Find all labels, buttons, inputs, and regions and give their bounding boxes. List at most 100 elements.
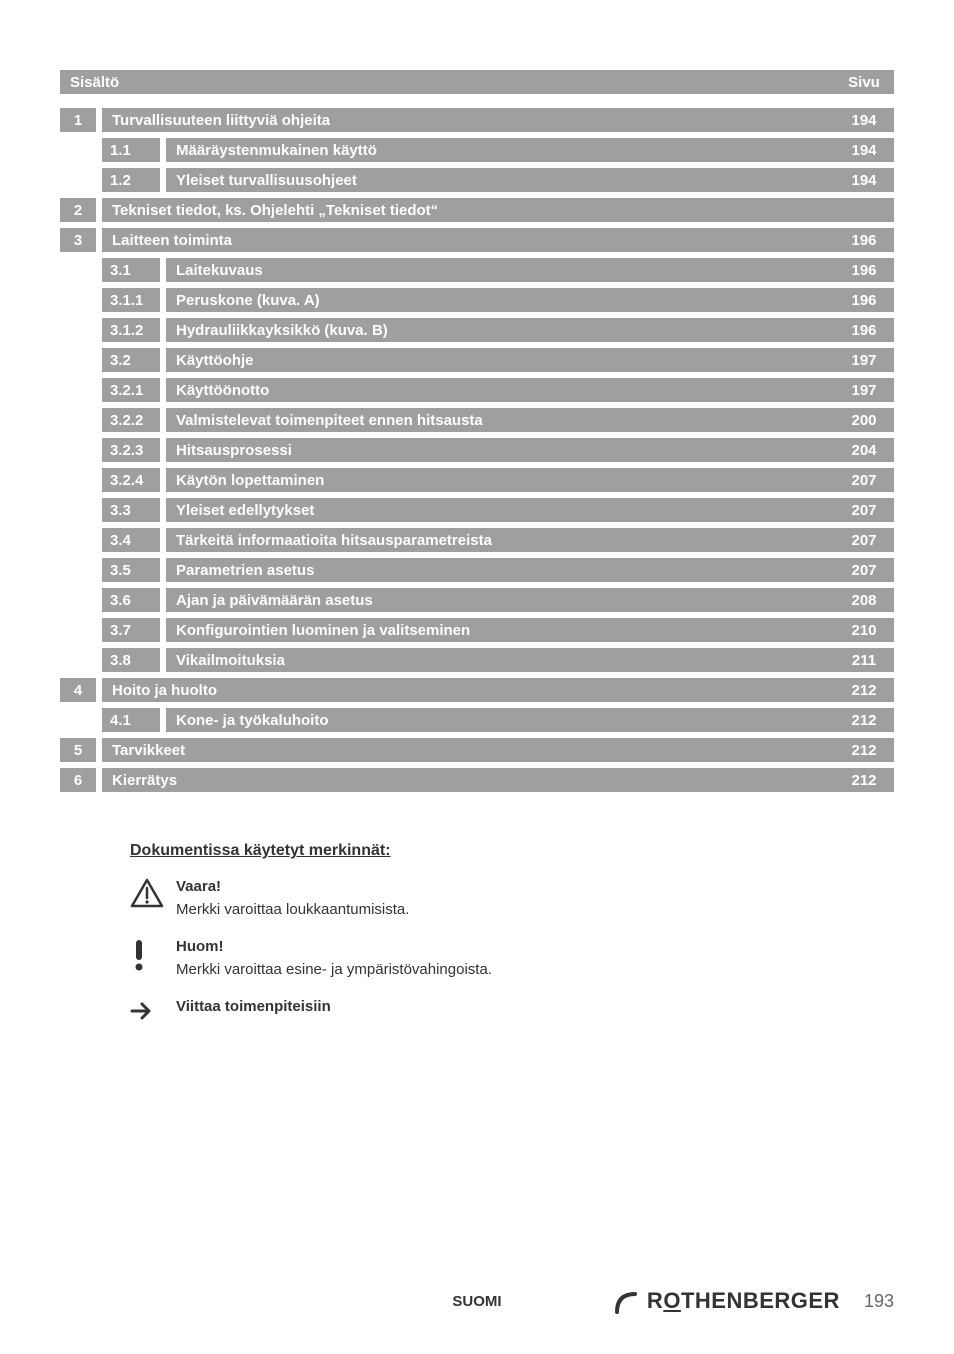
toc-subsection-title: Valmistelevat toimenpiteet ennen hitsaus… — [166, 408, 834, 432]
toc-page-number: 212 — [834, 768, 894, 792]
toc-section-title: Turvallisuuteen liittyviä ohjeita — [102, 108, 834, 132]
toc-subsection-title: Hydrauliikkayksikkö (kuva. B) — [166, 318, 834, 342]
toc-page-number: 204 — [834, 438, 894, 462]
toc-row: 1Turvallisuuteen liittyviä ohjeita194 — [60, 108, 894, 132]
toc-page-number: 196 — [834, 318, 894, 342]
toc-row: 2Tekniset tiedot, ks. Ohjelehti „Teknise… — [60, 198, 894, 222]
legend-item-desc: Merkki varoittaa esine- ja ympäristövahi… — [176, 961, 492, 978]
toc-subsection-number: 3.5 — [102, 558, 160, 582]
toc-subsection-number: 3.4 — [102, 528, 160, 552]
toc-page-number: 208 — [834, 588, 894, 612]
toc-subsection-title: Parametrien asetus — [166, 558, 834, 582]
toc-subsection-title: Kone- ja työkaluhoito — [166, 708, 834, 732]
legend-item-desc: Merkki varoittaa loukkaantumisista. — [176, 901, 409, 918]
toc-page-number: 194 — [834, 138, 894, 162]
toc-row: 3.6Ajan ja päivämäärän asetus208 — [60, 588, 894, 612]
toc-row: 5Tarvikkeet212 — [60, 738, 894, 762]
toc-page-number: 197 — [834, 378, 894, 402]
toc-section-title: Tekniset tiedot, ks. Ohjelehti „Tekniset… — [102, 198, 834, 222]
toc-page-number: 212 — [834, 708, 894, 732]
toc-section-number: 2 — [60, 198, 96, 222]
warning-icon — [130, 878, 176, 918]
toc-section-title: Kierrätys — [102, 768, 834, 792]
toc-row: 3Laitteen toiminta196 — [60, 228, 894, 252]
toc-subsection-title: Käytön lopettaminen — [166, 468, 834, 492]
toc-row: 3.2.2Valmistelevat toimenpiteet ennen hi… — [60, 408, 894, 432]
toc-row: 3.5Parametrien asetus207 — [60, 558, 894, 582]
toc-row: 3.2.1Käyttöönotto197 — [60, 378, 894, 402]
toc-subsection-number: 1.2 — [102, 168, 160, 192]
toc-page-number: 194 — [834, 108, 894, 132]
toc-subsection-title: Määräystenmukainen käyttö — [166, 138, 834, 162]
toc-page-number: 210 — [834, 618, 894, 642]
toc-header-left: Sisältö — [60, 74, 834, 91]
toc-subsection-number: 3.2.4 — [102, 468, 160, 492]
toc-row: 3.1Laitekuvaus196 — [60, 258, 894, 282]
toc-page-number: 194 — [834, 168, 894, 192]
toc-subsection-title: Käyttöönotto — [166, 378, 834, 402]
toc-section-title: Laitteen toiminta — [102, 228, 834, 252]
toc-subsection-number: 3.1.1 — [102, 288, 160, 312]
toc-subsection-title: Yleiset turvallisuusohjeet — [166, 168, 834, 192]
toc-container: 1Turvallisuuteen liittyviä ohjeita1941.1… — [60, 108, 894, 792]
toc-row: 3.2Käyttöohje197 — [60, 348, 894, 372]
page-footer: SUOMI ROTHENBERGER 193 — [0, 1288, 954, 1314]
toc-page-number: 207 — [834, 558, 894, 582]
arrow-right-icon — [130, 998, 176, 1026]
toc-subsection-title: Hitsausprosessi — [166, 438, 834, 462]
toc-row: 3.7Konfigurointien luominen ja valitsemi… — [60, 618, 894, 642]
footer-language: SUOMI — [452, 1293, 501, 1310]
toc-page-number: 212 — [834, 738, 894, 762]
toc-page-number: 207 — [834, 528, 894, 552]
toc-row: 3.1.1Peruskone (kuva. A)196 — [60, 288, 894, 312]
legend-item-title: Vaara! — [176, 878, 409, 895]
toc-subsection-number: 3.8 — [102, 648, 160, 672]
toc-subsection-title: Tärkeitä informaatioita hitsausparametre… — [166, 528, 834, 552]
toc-row: 6Kierrätys212 — [60, 768, 894, 792]
toc-row: 3.2.3Hitsausprosessi204 — [60, 438, 894, 462]
toc-subsection-title: Laitekuvaus — [166, 258, 834, 282]
toc-section-number: 1 — [60, 108, 96, 132]
toc-subsection-number: 3.1.2 — [102, 318, 160, 342]
toc-page-number — [834, 198, 894, 222]
legend-section: Dokumentissa käytetyt merkinnät: Vaara!M… — [60, 842, 894, 1026]
toc-section-number: 6 — [60, 768, 96, 792]
legend-item-title: Viittaa toimenpiteisiin — [176, 998, 331, 1015]
toc-subsection-number: 3.3 — [102, 498, 160, 522]
legend-item: Vaara! Merkki varoittaa loukkaantumisista… — [130, 878, 894, 918]
toc-subsection-number: 4.1 — [102, 708, 160, 732]
toc-subsection-title: Konfigurointien luominen ja valitseminen — [166, 618, 834, 642]
legend-item-title: Huom! — [176, 938, 492, 955]
toc-subsection-number: 3.2.2 — [102, 408, 160, 432]
toc-section-title: Hoito ja huolto — [102, 678, 834, 702]
toc-header-row: Sisältö Sivu — [60, 70, 894, 94]
toc-page-number: 207 — [834, 498, 894, 522]
toc-page-number: 196 — [834, 288, 894, 312]
toc-subsection-title: Yleiset edellytykset — [166, 498, 834, 522]
legend-item: Huom! Merkki varoittaa esine- ja ympärist… — [130, 938, 894, 978]
toc-section-number: 3 — [60, 228, 96, 252]
toc-page-number: 196 — [834, 228, 894, 252]
toc-row: 1.1Määräystenmukainen käyttö194 — [60, 138, 894, 162]
toc-section-title: Tarvikkeet — [102, 738, 834, 762]
toc-subsection-number: 3.1 — [102, 258, 160, 282]
toc-row: 3.2.4Käytön lopettaminen207 — [60, 468, 894, 492]
toc-page-number: 212 — [834, 678, 894, 702]
toc-subsection-number: 3.2.3 — [102, 438, 160, 462]
toc-row: 4.1Kone- ja työkaluhoito212 — [60, 708, 894, 732]
toc-subsection-title: Peruskone (kuva. A) — [166, 288, 834, 312]
toc-row: 3.1.2Hydrauliikkayksikkö (kuva. B)196 — [60, 318, 894, 342]
toc-subsection-number: 3.6 — [102, 588, 160, 612]
footer-page-number: 193 — [864, 1291, 894, 1312]
toc-subsection-number: 3.7 — [102, 618, 160, 642]
toc-row: 4Hoito ja huolto212 — [60, 678, 894, 702]
toc-page-number: 200 — [834, 408, 894, 432]
toc-header-right: Sivu — [834, 74, 894, 91]
toc-page-number: 197 — [834, 348, 894, 372]
toc-subsection-number: 3.2 — [102, 348, 160, 372]
toc-row: 3.8Vikailmoituksia211 — [60, 648, 894, 672]
attention-icon — [130, 938, 176, 978]
footer-brand-name: ROTHENBERGER — [647, 1288, 840, 1314]
toc-subsection-title: Vikailmoituksia — [166, 648, 834, 672]
toc-subsection-number: 1.1 — [102, 138, 160, 162]
